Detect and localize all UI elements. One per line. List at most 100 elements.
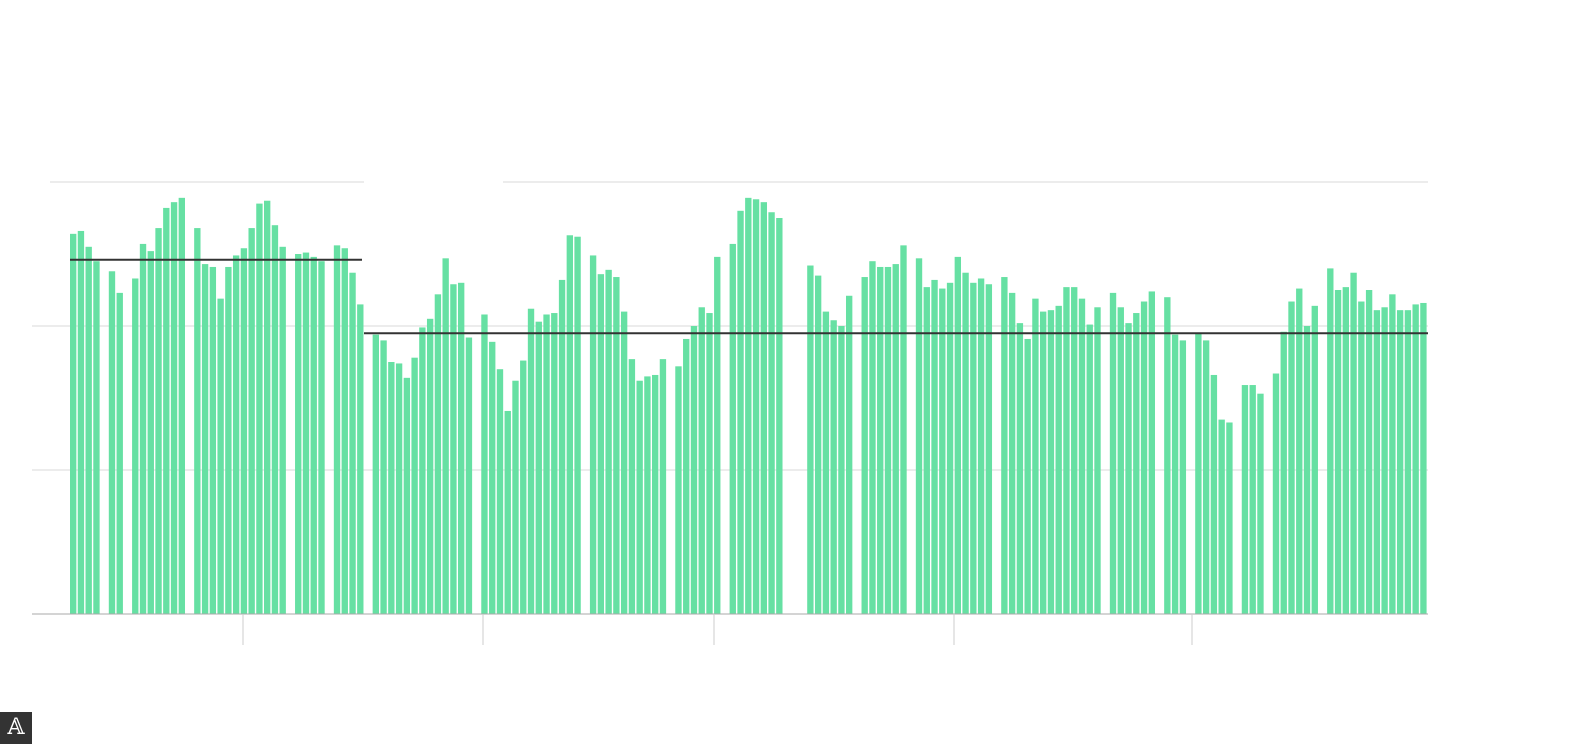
- bar: [1063, 287, 1070, 614]
- bar: [295, 254, 302, 614]
- bar: [977, 278, 985, 614]
- bar: [830, 320, 837, 614]
- bar: [1396, 310, 1404, 614]
- bar: [395, 363, 403, 614]
- bar: [271, 225, 279, 614]
- bar: [869, 261, 876, 614]
- bar: [1164, 297, 1171, 614]
- bar: [644, 376, 651, 614]
- bar: [861, 277, 868, 614]
- bar: [714, 256, 721, 614]
- bar: [178, 197, 185, 614]
- bar: [1249, 385, 1256, 614]
- bar: [535, 321, 542, 614]
- bar: [1109, 292, 1117, 614]
- bar: [1311, 305, 1318, 614]
- bar: [450, 284, 457, 614]
- bar: [403, 377, 411, 614]
- bar: [1218, 419, 1225, 614]
- bar: [1334, 290, 1342, 614]
- bar: [116, 292, 123, 614]
- bar: [434, 294, 442, 614]
- bar: [147, 251, 154, 614]
- bar: [776, 218, 783, 614]
- bar: [985, 284, 993, 614]
- bar: [1381, 307, 1388, 614]
- bar: [737, 210, 744, 615]
- bar: [729, 243, 736, 615]
- logo-glyph: 𝔸: [7, 715, 25, 740]
- bar: [132, 278, 139, 614]
- bar: [85, 246, 92, 615]
- bar: [931, 279, 938, 614]
- bar: [628, 359, 636, 614]
- bar: [706, 313, 713, 614]
- bar: [372, 334, 379, 614]
- bar: [566, 235, 573, 614]
- bar: [597, 274, 605, 614]
- bar: [1389, 294, 1396, 614]
- bar: [636, 380, 643, 614]
- bar: [1125, 323, 1132, 614]
- bar: [605, 269, 612, 614]
- bar: [426, 318, 434, 614]
- bar: [1071, 287, 1078, 614]
- bar: [256, 203, 263, 614]
- bar: [380, 340, 387, 614]
- bar: [1032, 298, 1039, 614]
- bar: [838, 326, 845, 614]
- bar: [1288, 301, 1295, 614]
- bar: [1412, 304, 1419, 614]
- bar: [458, 282, 465, 614]
- bar: [1024, 338, 1031, 614]
- bar: [659, 359, 667, 614]
- bar: [1148, 291, 1155, 614]
- bar: [892, 264, 899, 614]
- bar: [690, 326, 698, 614]
- bar: [1086, 324, 1093, 614]
- bar: [217, 298, 224, 614]
- bar: [341, 248, 348, 615]
- bar: [543, 314, 550, 614]
- bar: [683, 338, 690, 614]
- bar: [70, 233, 77, 614]
- bar: [745, 197, 752, 614]
- bar: [496, 369, 504, 614]
- bar: [620, 311, 628, 614]
- bar: [310, 256, 317, 614]
- bar: [442, 258, 449, 614]
- bar: [1420, 302, 1427, 614]
- bar: [240, 248, 248, 615]
- bar: [1257, 393, 1264, 614]
- bar: [1226, 422, 1233, 614]
- bar: [1001, 277, 1008, 614]
- logo-icon: 𝔸: [0, 712, 32, 744]
- bar: [1195, 333, 1202, 614]
- bar: [77, 230, 85, 614]
- bar: [489, 341, 496, 614]
- bar: [1171, 334, 1179, 614]
- bar: [1280, 331, 1287, 614]
- bar: [1373, 310, 1381, 614]
- bar: [1327, 268, 1334, 614]
- bar: [1078, 298, 1086, 614]
- bar: [194, 228, 201, 614]
- bar: [264, 200, 271, 614]
- bar: [962, 272, 969, 614]
- bar: [279, 246, 286, 615]
- bar: [1040, 311, 1047, 614]
- bar: [1055, 305, 1062, 614]
- bar: [760, 202, 767, 614]
- bar: [884, 266, 892, 614]
- bar: [93, 261, 100, 614]
- bar: [465, 337, 473, 614]
- bar: [1272, 373, 1280, 614]
- bar: [388, 362, 395, 614]
- bar: [675, 366, 682, 614]
- bar: [846, 295, 853, 614]
- bar: [613, 277, 620, 614]
- bar: [1241, 385, 1249, 614]
- bar: [232, 255, 240, 614]
- bar: [558, 279, 566, 614]
